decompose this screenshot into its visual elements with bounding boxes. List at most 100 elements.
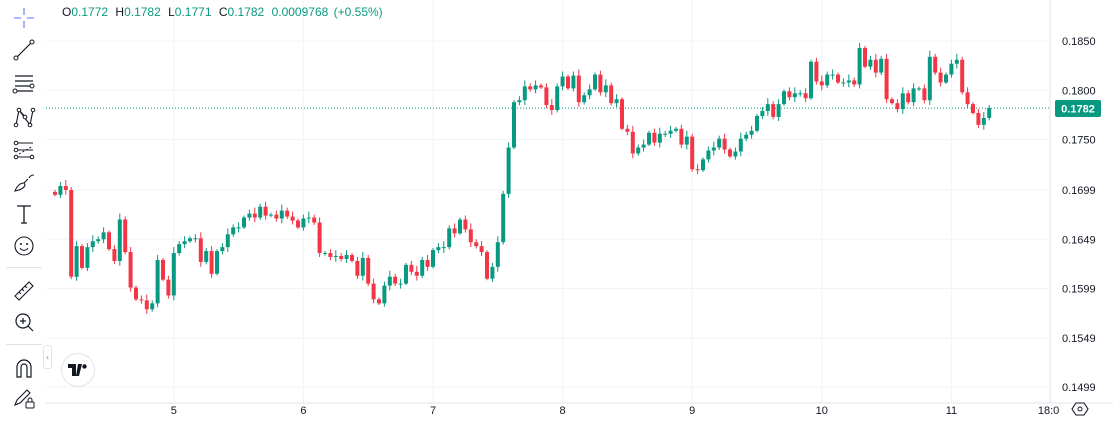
toolbar-divider [6,344,42,345]
candle-down [312,217,317,223]
candle-up [760,111,765,116]
last-price-label: 0.1782 [1055,100,1101,117]
candle-up [555,86,560,111]
candle-down [371,283,376,300]
candle-down [630,131,635,154]
brush-tool[interactable] [6,169,42,197]
fib-tool[interactable] [6,136,42,164]
candle-down [598,74,603,93]
y-tick-label: 0.1800 [1062,85,1096,97]
candle-down [452,228,457,234]
candle-up [182,241,187,245]
candle-up [981,117,986,125]
ruler-tool[interactable] [6,277,42,305]
x-tick-label: 10 [816,405,828,417]
candle-up [927,56,932,101]
candle-up [776,104,781,117]
candle-up [501,193,506,243]
candle-down [873,59,878,73]
time-axis[interactable]: 5 6 7 8 9 10 11 18:0 [46,402,1113,417]
candle-up [323,253,327,255]
candle-up [792,93,797,98]
candle-down [819,81,824,86]
candle-up [533,85,538,90]
change-value: 0.0009768 [271,5,329,19]
candle-down [803,93,808,99]
pattern-icon [13,107,36,128]
candle-up [765,104,770,112]
high-value: 0.1782 [124,5,161,19]
candle-down [965,92,970,105]
candle-down [285,210,290,217]
candle-up [382,285,387,304]
pattern-tool[interactable] [6,103,42,131]
price-axis[interactable]: 0.1850 0.1800 0.1750 0.1699 0.1649 0.1599 0.15… [1049,0,1096,403]
lock-drawings-tool[interactable] [6,384,42,412]
candles [53,42,992,315]
candle-down [166,279,171,296]
candle-down [474,242,479,247]
text-tool[interactable] [6,200,42,228]
y-tick-label: 0.1699 [1062,185,1096,197]
candle-up [420,259,425,276]
pencil-lock-icon [14,389,35,409]
y-tick-label: 0.1599 [1062,284,1096,296]
tradingview-logo[interactable] [62,354,94,386]
candle-up [301,218,306,228]
candle-up [987,108,992,118]
horizontal-lines-tool[interactable] [6,69,42,97]
candle-down [107,232,111,250]
candle-down [366,257,371,284]
emoji-tool[interactable] [6,232,42,260]
candle-up [830,74,835,76]
candle-up [674,128,678,131]
toolbar-divider [6,267,42,268]
candle-up [58,185,63,195]
candle-down [652,132,657,143]
x-tick-label: 8 [560,405,566,417]
candle-up [269,214,273,216]
open-label: O [62,5,72,19]
candle-down [863,47,867,67]
collapse-toolbar-button[interactable]: ‹ [43,345,52,369]
candle-down [339,256,344,259]
candle-up [954,59,959,64]
candle-up [333,256,338,258]
y-tick-label: 0.1549 [1062,333,1096,345]
high-label: H [115,5,125,19]
candle-up [506,147,511,194]
candle-up [447,228,452,248]
zoom-in-tool[interactable] [6,308,42,336]
candle-up [236,227,241,229]
candle-down [690,136,695,170]
candle-up [782,91,786,105]
candle-down [971,104,975,114]
settings-icon[interactable] [1071,400,1089,418]
candle-up [231,227,236,235]
x-tick-label: 18:0 [1038,405,1059,417]
magnet-tool[interactable] [6,354,42,382]
candle-up [733,151,738,157]
candle-down [112,249,117,261]
candle-down [252,213,257,218]
candle-up [436,247,441,251]
candle-down [722,138,727,150]
x-tick-label: 7 [430,405,436,417]
svg-text:0.1782: 0.1782 [1061,104,1095,116]
candle-up [647,132,651,145]
y-tick-label: 0.1750 [1062,135,1096,147]
trend-line-tool[interactable] [6,36,42,64]
candle-up [74,246,79,277]
candle-up [684,136,689,145]
candle-down [393,276,398,284]
candle-down [625,128,630,132]
candle-up [398,283,403,285]
candle-up [150,303,155,310]
candle-up [706,150,711,160]
crosshair-icon [14,8,34,28]
ruler-icon [14,281,34,301]
candle-up [868,59,873,67]
candle-down [317,222,322,254]
crosshair-tool[interactable] [6,4,42,32]
